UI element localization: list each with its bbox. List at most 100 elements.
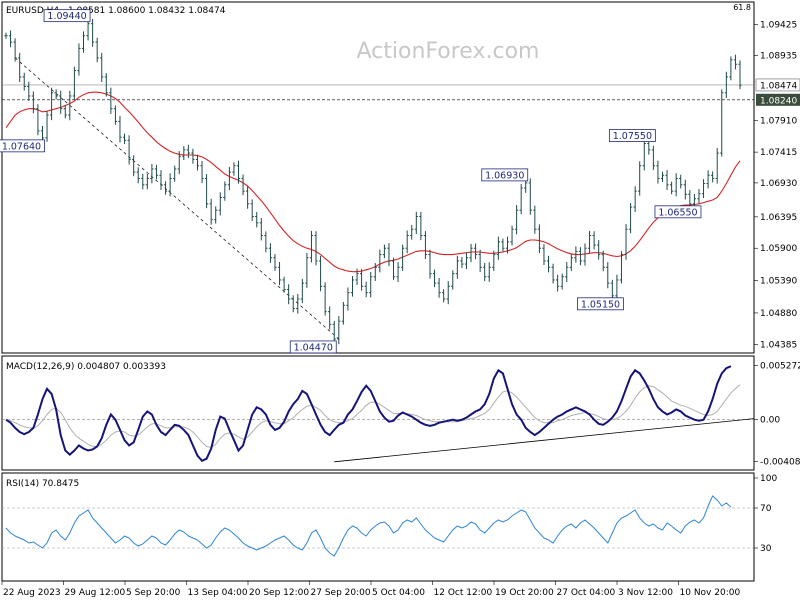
- rsi-line: [5, 495, 732, 557]
- price-annotation-box: [43, 9, 91, 23]
- price-bar: [615, 274, 619, 302]
- price-bar: [656, 160, 660, 184]
- price-bar: [232, 162, 236, 176]
- price-bar: [195, 154, 200, 171]
- macd-y-tick-label: -0.004087: [760, 458, 800, 468]
- current-price-badge: [755, 78, 800, 92]
- price-bar: [223, 181, 227, 201]
- price-annotation-label: 1.07550: [613, 131, 652, 142]
- price-bar: [419, 211, 423, 241]
- price-bar: [451, 270, 455, 290]
- price-bar: [405, 230, 409, 254]
- price-bar: [560, 273, 564, 290]
- price-bar: [341, 301, 345, 325]
- rsi-panel-frame: [1, 472, 755, 582]
- price-bar: [122, 133, 127, 144]
- price-y-tick-label: 1.04880: [760, 309, 797, 319]
- price-bar: [583, 243, 587, 266]
- price-bar: [473, 243, 478, 260]
- price-bar: [305, 252, 309, 288]
- price-bar: [81, 31, 86, 53]
- price-y-tick-label: 1.06395: [760, 213, 797, 223]
- price-bar: [670, 181, 674, 195]
- price-bar: [683, 179, 687, 200]
- price-bar: [163, 181, 168, 195]
- price-bar: [300, 278, 304, 304]
- price-bar: [578, 247, 583, 266]
- price-bar: [665, 170, 669, 191]
- price-bar: [291, 295, 295, 313]
- price-bar: [483, 262, 487, 282]
- price-annotation-box: [654, 205, 702, 219]
- price-bar: [701, 179, 706, 199]
- price-bar: [18, 52, 22, 83]
- price-annotation-label: 1.07640: [2, 141, 41, 152]
- price-bar: [168, 173, 172, 197]
- price-y-tick-label: 1.06930: [760, 179, 797, 189]
- price-annotation: 1.09440: [43, 9, 91, 23]
- price-bar: [638, 161, 642, 196]
- price-bar: [464, 252, 469, 270]
- price-bar: [487, 262, 491, 282]
- price-bar: [227, 166, 231, 191]
- price-bar: [610, 279, 614, 300]
- price-bar: [72, 66, 76, 100]
- x-tick-label: 5 Oct 04:00: [372, 588, 425, 598]
- price-bar: [250, 199, 254, 221]
- price-annotation: 1.07550: [608, 129, 656, 142]
- price-bar: [236, 160, 241, 184]
- price-bar: [592, 231, 596, 250]
- x-tick-label: 10 Nov 20:00: [680, 588, 741, 598]
- level-label: 1.08240: [760, 96, 797, 106]
- price-bar: [720, 89, 724, 157]
- price-bar: [382, 244, 386, 259]
- price-panel-frame: [1, 1, 755, 354]
- rsi-plot: [2, 495, 754, 557]
- price-bar: [214, 206, 218, 224]
- x-tick-label: 19 Oct 20:00: [495, 588, 554, 598]
- price-bar: [460, 257, 464, 268]
- corner-value: 61.8: [733, 3, 751, 12]
- price-bar: [533, 205, 537, 234]
- macd-signal-line: [5, 384, 741, 448]
- price-plot: 1.09440 1.07640 1.04470 1.06930 1.05150 1.075…: [0, 9, 754, 353]
- price-bar: [296, 293, 300, 314]
- price-bar: [150, 164, 154, 184]
- price-bar: [432, 269, 437, 288]
- x-tick-label: 29 Aug 12:00: [65, 588, 126, 598]
- price-bar: [455, 255, 459, 279]
- price-bar: [423, 231, 428, 260]
- price-bar: [218, 192, 222, 216]
- price-bar: [556, 274, 560, 292]
- price-bar: [59, 90, 63, 114]
- price-bar: [733, 54, 738, 70]
- rsi-y-tick-label: 70: [760, 504, 772, 514]
- price-bar: [624, 224, 628, 260]
- price-bar: [738, 60, 742, 90]
- price-bar: [328, 306, 332, 330]
- price-annotation-label: 1.05150: [581, 299, 620, 310]
- price-bar: [141, 173, 145, 190]
- price-bar: [8, 30, 13, 48]
- price-bar: [619, 251, 624, 284]
- price-bar: [642, 138, 646, 171]
- price-bar: [519, 183, 523, 215]
- price-y-tick-label: 1.07910: [760, 117, 797, 127]
- symbol-title: EURUSD,H4: [6, 6, 59, 16]
- price-bar: [113, 105, 118, 125]
- price-y-tick-label: 1.05390: [760, 277, 797, 287]
- price-bar: [565, 262, 569, 282]
- price-bar: [469, 243, 473, 263]
- price-bar: [373, 263, 377, 281]
- price-annotation-box: [481, 168, 529, 182]
- price-bar: [145, 173, 149, 190]
- price-annotation: 1.05150: [577, 297, 624, 310]
- price-bar: [505, 236, 510, 254]
- price-bar: [360, 269, 364, 291]
- price-bar: [350, 276, 355, 297]
- price-bar: [711, 171, 715, 183]
- macd-y-tick-label: 0.00: [760, 416, 780, 426]
- price-bar: [528, 178, 532, 215]
- x-tick-label: 3 Nov 12:00: [618, 588, 673, 598]
